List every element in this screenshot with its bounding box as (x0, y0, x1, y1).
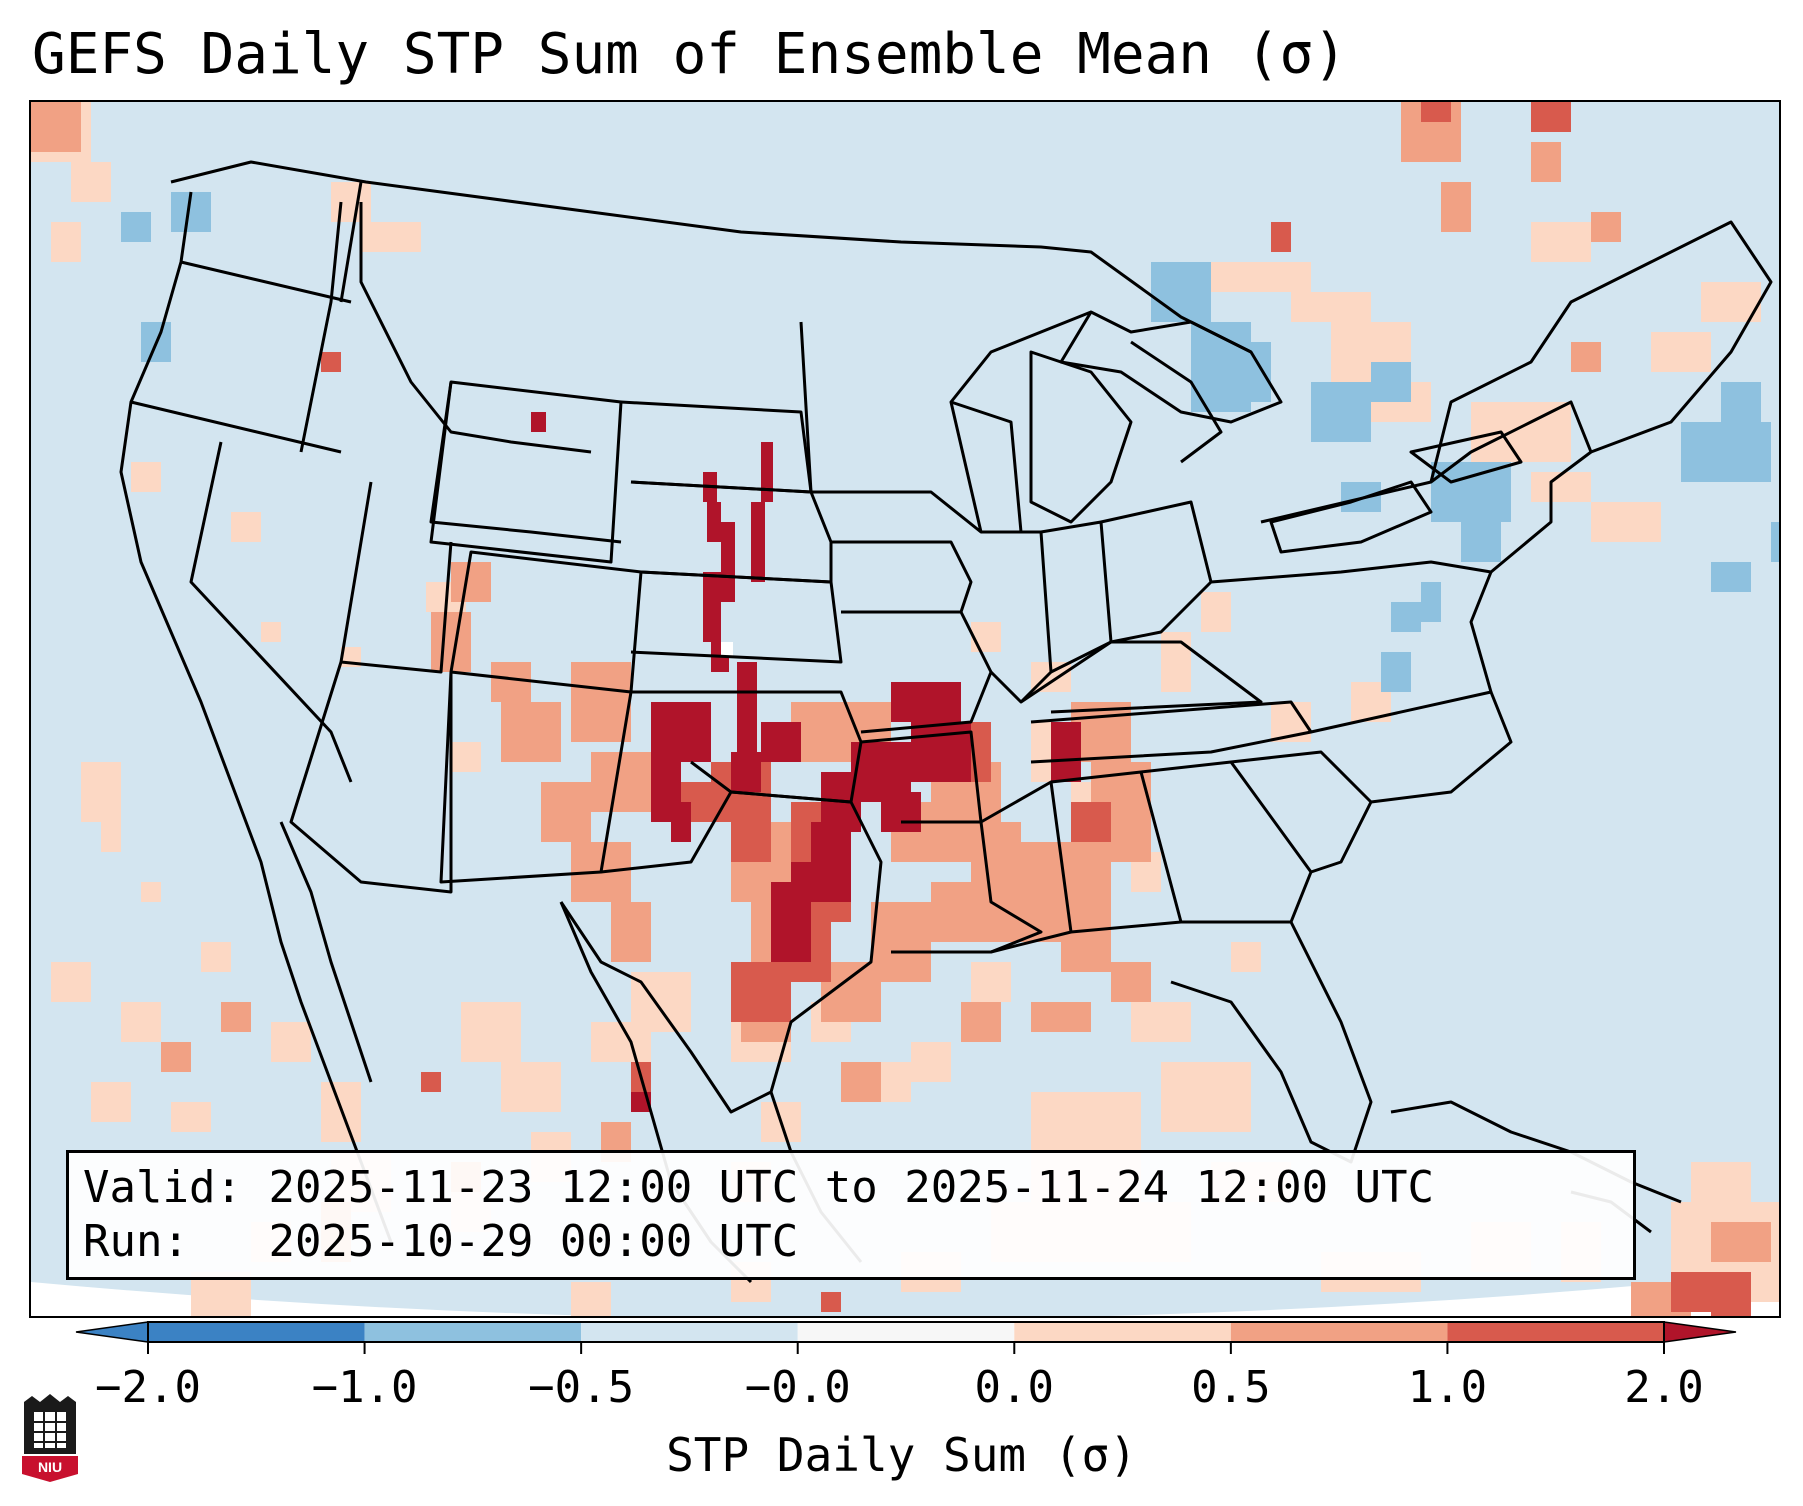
map-canvas (31, 102, 1779, 1316)
valid-run-info-box: Valid: 2025-11-23 12:00 UTC to 2025-11-2… (66, 1150, 1636, 1280)
colorbar-tick-label: 0.5 (1191, 1362, 1271, 1413)
colorbar-tick-label: −1.0 (311, 1362, 418, 1413)
colorbar-tick-label: −0.5 (528, 1362, 635, 1413)
colorbar-segment (364, 1322, 582, 1342)
colorbar-tick-label: 1.0 (1407, 1362, 1488, 1413)
colorbar-tick-label: −2.0 (95, 1362, 201, 1413)
colorbar-tick-label: 2.0 (1624, 1362, 1704, 1413)
colorbar-extend-high (1663, 1321, 1737, 1343)
colorbar-segment (581, 1322, 798, 1342)
valid-label: Valid: (83, 1162, 242, 1213)
colorbar-segment (148, 1322, 365, 1342)
colorbar-label: STP Daily Sum (σ) (666, 1428, 1137, 1482)
niu-logo-icon: NIU (22, 1394, 78, 1482)
colorbar-segment (797, 1322, 1015, 1342)
chart-title: GEFS Daily STP Sum of Ensemble Mean (σ) (32, 22, 1347, 87)
colorbar-outline (147, 1321, 1665, 1343)
run-value: 2025-10-29 00:00 UTC (268, 1216, 799, 1267)
colorbar-segment (1230, 1322, 1448, 1342)
state-boundaries (119, 160, 1773, 1284)
niu-logo: NIU (20, 1392, 80, 1486)
run-label: Run: (83, 1216, 189, 1267)
valid-value: 2025-11-23 12:00 UTC to 2025-11-24 12:00… (268, 1162, 1435, 1213)
colorbar-extend-low (75, 1321, 149, 1343)
colorbar-segment (1014, 1322, 1231, 1342)
colorbar (75, 1321, 1737, 1354)
colorbar-tick-label: 0.0 (974, 1362, 1055, 1413)
niu-logo-text: NIU (38, 1459, 62, 1475)
colorbar-segment (1447, 1322, 1664, 1342)
map-panel[interactable] (29, 100, 1781, 1318)
colorbar-tick-label: −0.0 (744, 1362, 851, 1413)
